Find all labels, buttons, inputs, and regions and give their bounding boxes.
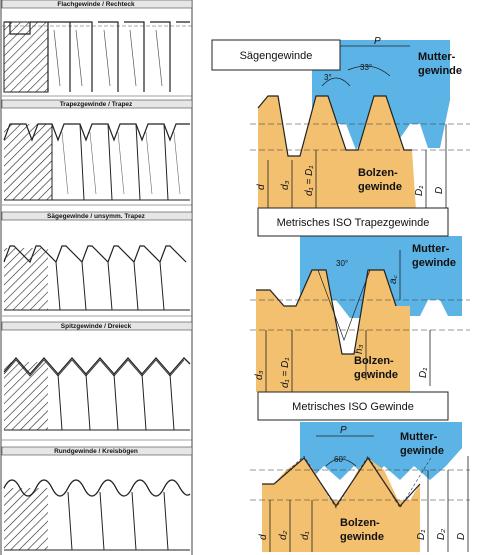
trapezoid-h3: h₃ [354,344,365,354]
caption-trapezoid-thread: Trapezgewinde / Trapez [60,101,133,108]
trapezoid-nut-label: Mutter- gewinde [412,243,456,269]
iso-nut-label-line1: Mutter- [400,431,438,443]
trapezoid-bolt-label-line1: Bolzen- [354,355,394,367]
trapezoid-nut-label-line1: Mutter- [412,243,450,255]
iso-d1: d₁ [300,531,311,540]
iso-d: d [258,534,269,540]
iso-title: Metrisches ISO Gewinde [292,401,414,413]
buttress-D1: D₁ [414,186,425,196]
iso-title-box [257,391,449,421]
buttress-bolt-label-line1: Bolzen- [358,167,398,179]
trapezoid-D1: D₁ [418,368,429,378]
buttress-d3: d₃ [280,180,291,190]
buttress-bolt-label: Bolzen- gewinde [358,167,402,193]
buttress-angle-large: 33° [360,63,372,72]
trapezoid-bolt-label: Bolzen- gewinde [354,355,398,381]
buttress-thread-row: Sägegewinde / unsymm. Trapez [1,211,193,317]
iso-d2: d₂ [278,530,289,540]
left-thread-catalog: Flachgewinde / Rechteck Trapezgewinde / … [0,0,193,555]
iso-bolt-label-line1: Bolzen- [340,517,380,529]
nut-region-iso [300,422,462,480]
buttress-title: Sägengewinde [240,50,313,62]
trapezoid-thread-section: Metrisches ISO Trapezgewinde Mutter- gew… [250,207,470,392]
flat-thread-row: Flachgewinde / Rechteck [1,0,193,97]
iso-nut-label-line2: gewinde [400,445,444,457]
nut-region-buttress [312,40,450,150]
trapezoid-nut-label-line2: gewinde [412,257,456,269]
iso-bolt-label: Bolzen- gewinde [340,517,384,543]
buttress-bolt-label-line2: gewinde [358,181,402,193]
buttress-nut-label-line1: Mutter- [418,51,456,63]
iso-nut-label: Mutter- gewinde [400,431,444,457]
buttress-nut-label-line2: gewinde [418,65,462,77]
trapezoid-ac: a꜀ [388,274,399,284]
buttress-angle-small: 3° [324,73,332,82]
buttress-nut-label: Mutter- gewinde [418,51,462,77]
trapezoid-angle: 30° [336,259,348,268]
iso-angle: 60° [334,455,346,464]
bolt-region-iso [262,458,420,552]
trapezoid-title: Metrisches ISO Trapezgewinde [277,217,430,229]
round-thread-row: Rundgewinde / Kreisbögen [1,446,193,551]
buttress-pitch: P [374,36,381,47]
caption-triangular-thread: Spitzgewinde / Dreieck [61,323,132,330]
trapezoid-d1-D1: d₁ = D₁ [280,358,291,389]
caption-round-thread: Rundgewinde / Kreisbögen [54,448,138,455]
iso-pitch: P [340,425,347,436]
trapezoid-title-box [257,207,449,237]
iso-D1: D₁ [416,530,427,540]
iso-D: D [456,533,467,540]
bolt-region-trapezoid [256,270,410,392]
buttress-title-box [211,39,341,71]
triangular-thread-row: Spitzgewinde / Dreieck [1,321,193,441]
trapezoid-d3: d₃ [254,370,265,380]
iso-thread-section: Metrisches ISO Gewinde Mutter- gewinde B… [250,391,470,552]
caption-buttress-thread: Sägegewinde / unsymm. Trapez [47,213,146,220]
buttress-D: D [434,187,445,194]
iso-bolt-label-line2: gewinde [340,531,384,543]
iso-D2: D₂ [436,529,447,540]
caption-flat-thread: Flachgewinde / Rechteck [57,1,135,8]
trapezoid-thread-row: Trapezgewinde / Trapez [1,99,193,206]
trapezoid-bolt-label-line2: gewinde [354,369,398,381]
buttress-d: d [256,184,267,190]
buttress-thread-section: Sägengewinde Mutter- gewinde Bolzen- gew… [211,36,470,210]
buttress-d1-D1: d₁ = D₁ [304,166,315,197]
bolt-region-buttress [258,96,416,210]
